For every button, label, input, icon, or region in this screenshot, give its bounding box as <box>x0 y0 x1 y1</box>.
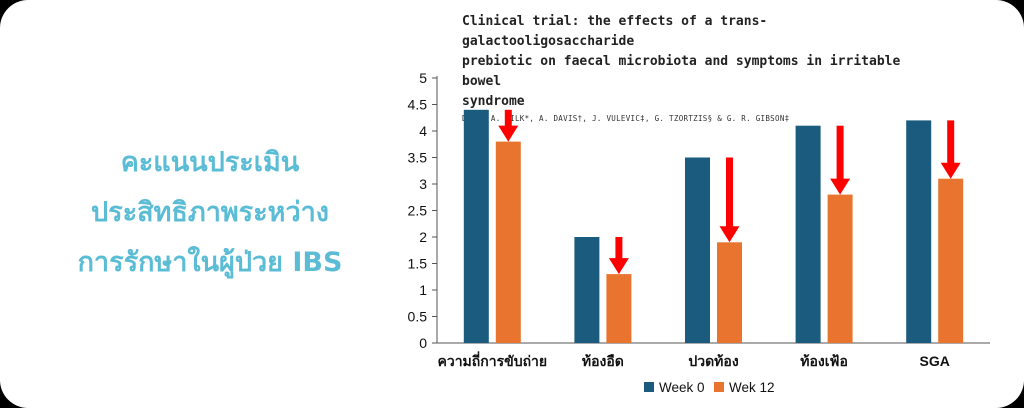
y-tick-label: 2 <box>419 229 427 245</box>
x-tick-label: ท้องอืด <box>582 353 624 369</box>
bar-week12 <box>717 242 742 343</box>
bar-week12 <box>938 178 964 343</box>
bar-week0 <box>463 109 489 343</box>
x-tick-label: ท้องเฟ้อ <box>800 353 848 369</box>
arrow-shaft <box>726 157 733 228</box>
paper-title-line-2: prebiotic on faecal microbiota and sympt… <box>462 54 901 89</box>
y-tick-label: 1 <box>419 282 427 298</box>
legend-label-week12: Wek 12 <box>729 380 775 395</box>
arrow-head <box>940 162 961 179</box>
paper-citation: Clinical trial: the effects of a trans-g… <box>462 12 902 123</box>
x-tick-label: ความถี่การขับถ่าย <box>437 351 547 369</box>
bar-week0 <box>795 125 821 343</box>
y-tick-label: 1.5 <box>408 256 428 272</box>
y-tick-label: 4 <box>419 123 427 139</box>
paper-title-line-3: syndrome <box>462 94 525 109</box>
arrow-head <box>608 258 629 275</box>
paper-title: Clinical trial: the effects of a trans-g… <box>462 12 902 112</box>
y-tick-label: 4.5 <box>408 97 428 113</box>
arrow-shaft <box>947 120 955 164</box>
headline-line-3: การรักษาในผู้ป่วย IBS <box>77 247 343 278</box>
x-tick-label: SGA <box>920 353 950 369</box>
bar-week0 <box>685 157 710 343</box>
legend-swatch-week12 <box>714 382 724 392</box>
headline-line-1: คะแนนประเมิน <box>120 147 300 178</box>
x-tick-label: ปวดท้อง <box>688 353 738 369</box>
bar-week12 <box>827 194 853 343</box>
y-tick-label: 5 <box>419 70 427 86</box>
headline-line-2: ประสิทธิภาพระหว่าง <box>91 197 329 228</box>
arrow-head <box>830 178 851 195</box>
bar-week12 <box>606 274 632 343</box>
bar-week0 <box>574 237 600 343</box>
paper-title-line-1: Clinical trial: the effects of a trans-g… <box>462 14 768 49</box>
arrow-head <box>498 125 519 142</box>
legend-swatch-week0 <box>644 382 654 392</box>
bar-week0 <box>906 120 932 344</box>
paper-authors: D. B. A. SILK*, A. DAVIS†, J. VULEVIC‡, … <box>462 114 790 123</box>
headline: คะแนนประเมิน ประสิทธิภาพระหว่าง การรักษา… <box>40 138 380 288</box>
legend-label-week0: Week 0 <box>659 380 705 395</box>
y-tick-label: 0 <box>419 335 427 351</box>
bar-week12 <box>495 141 521 343</box>
arrow-shaft <box>504 109 512 127</box>
arrow-head <box>719 226 740 243</box>
y-tick-label: 2.5 <box>408 203 428 219</box>
arrow-shaft <box>836 125 844 180</box>
y-tick-label: 0.5 <box>408 309 428 325</box>
arrow-shaft <box>615 237 623 260</box>
y-tick-label: 3 <box>419 176 427 192</box>
y-tick-label: 3.5 <box>408 150 428 166</box>
